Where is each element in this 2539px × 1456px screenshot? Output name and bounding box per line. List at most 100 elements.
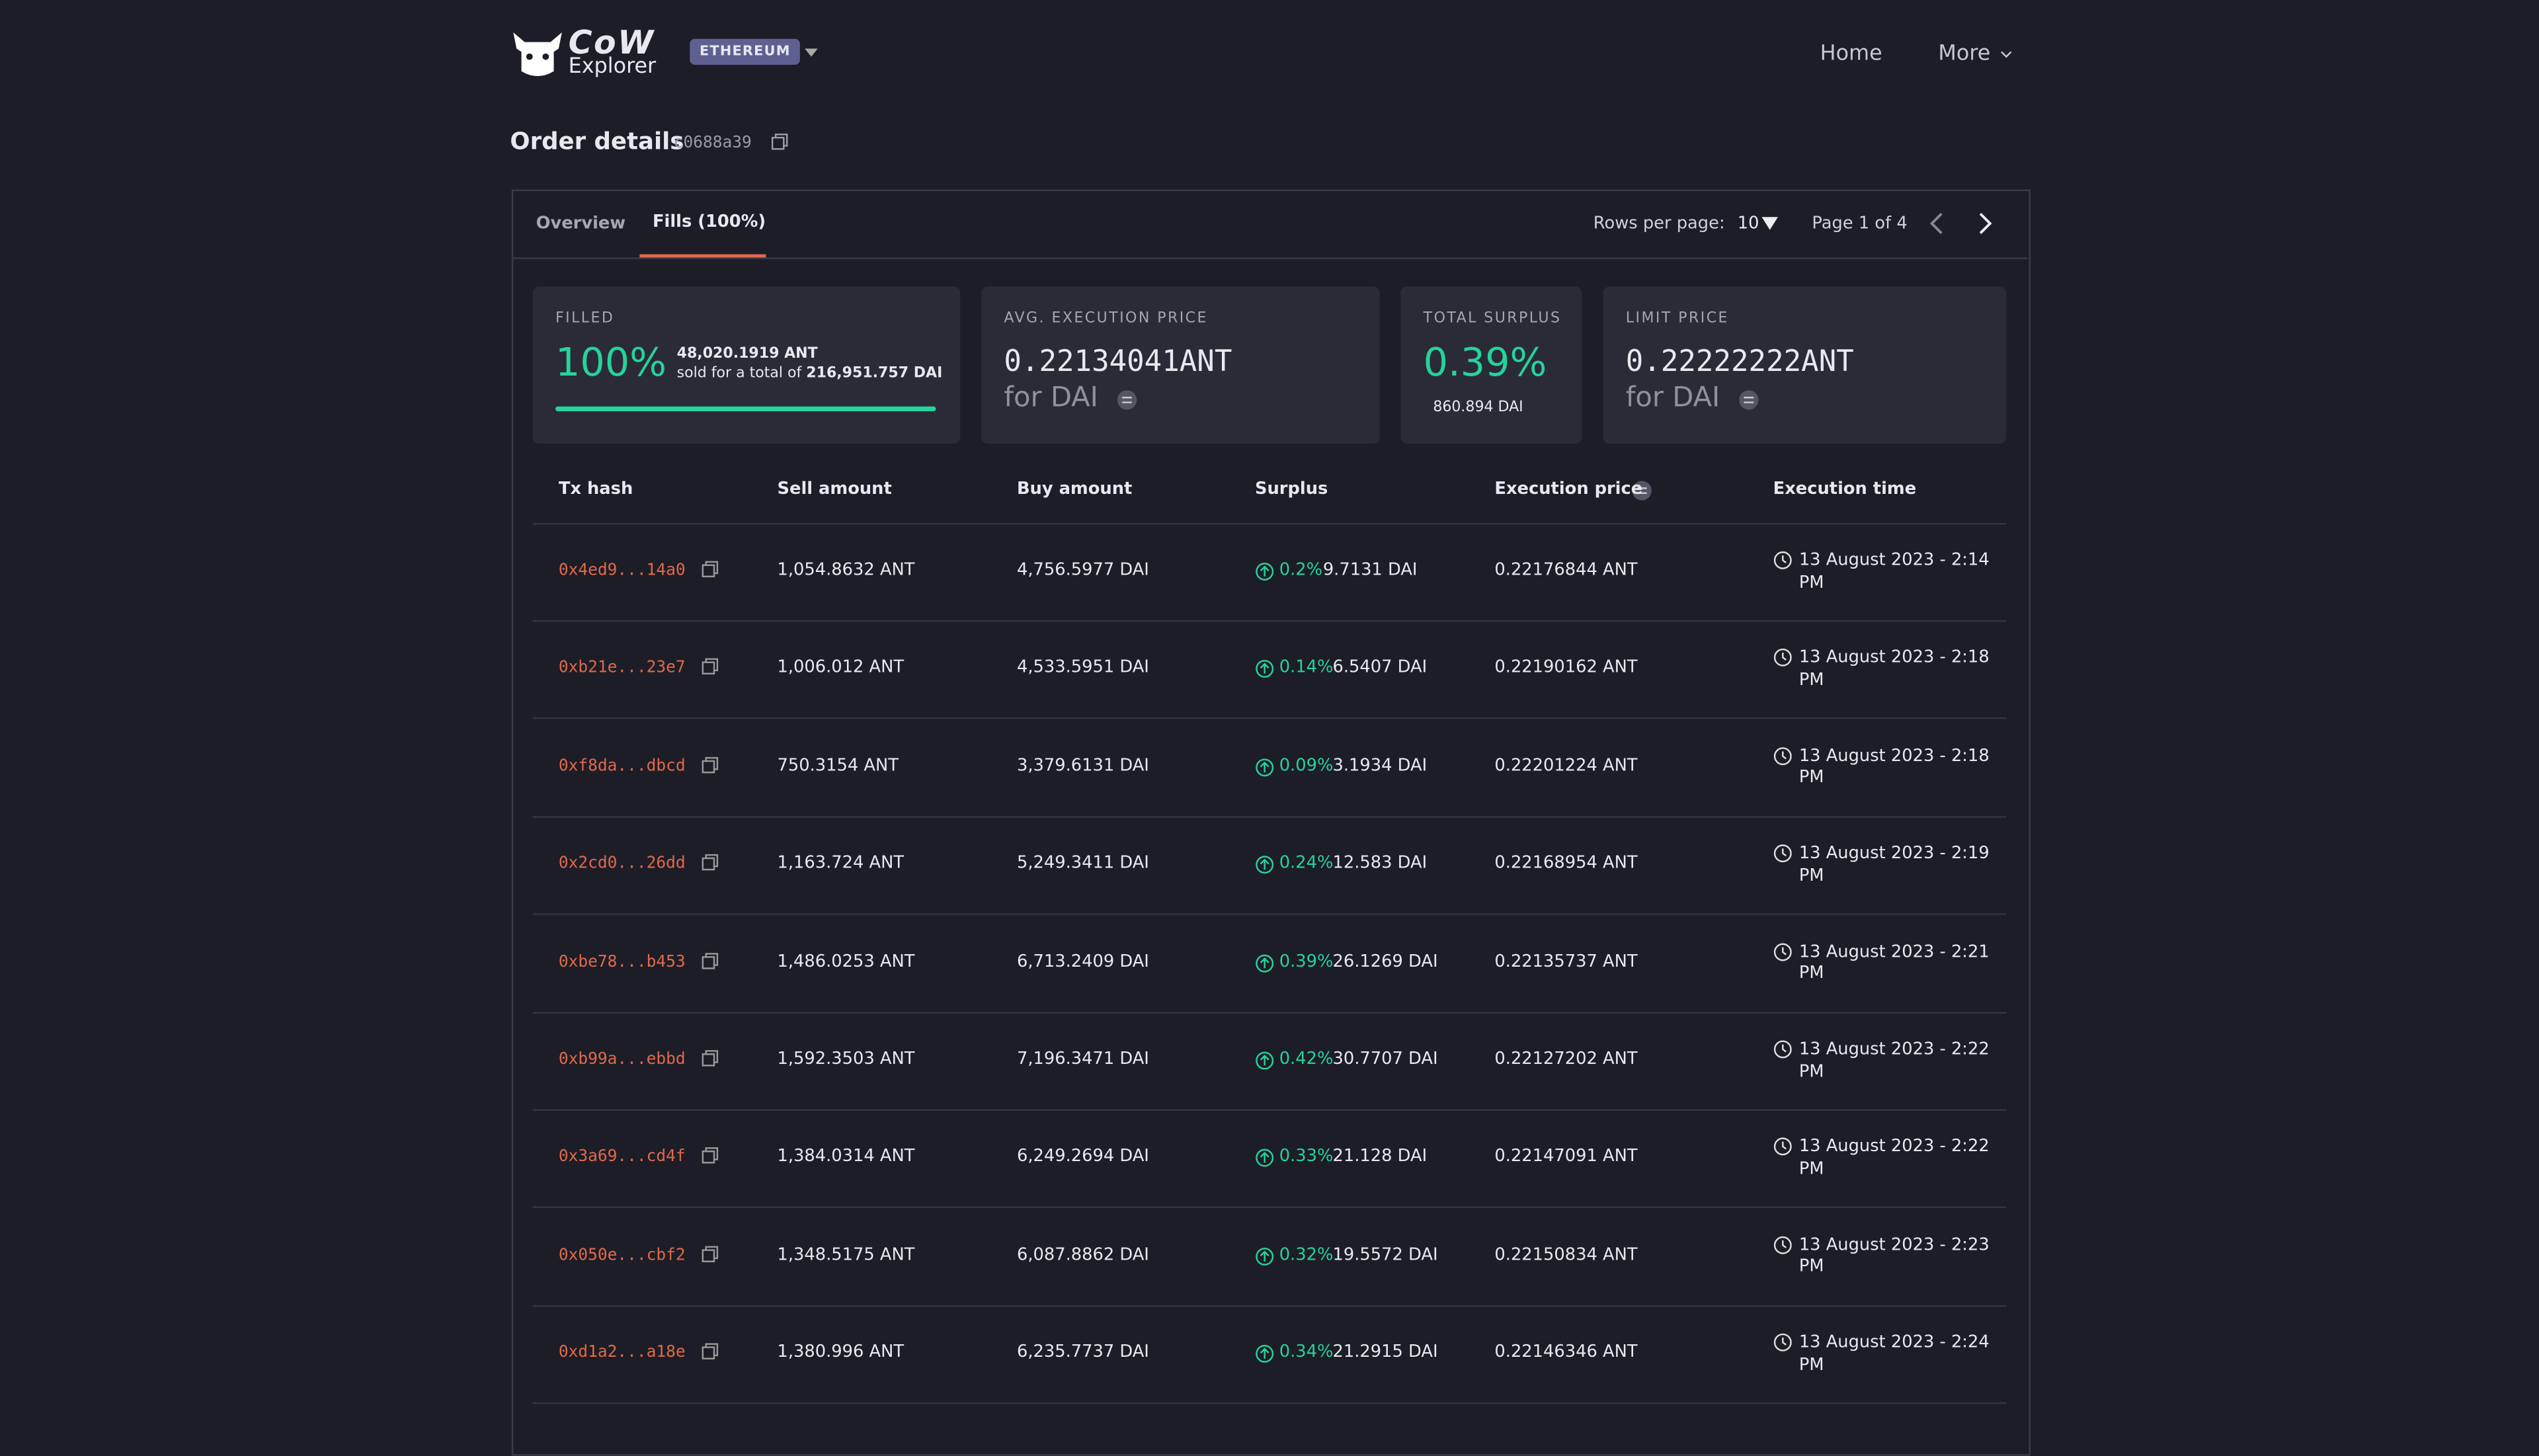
execution-time: 13 August 2023 - 2:14 PM — [1798, 550, 1990, 592]
surplus-percent: 0.34% — [1279, 1342, 1334, 1363]
tx-hash[interactable]: 0xb21e...23e7 — [558, 659, 686, 678]
surplus-card: TOTAL SURPLUS 0.39% 860.894 DAI — [1400, 286, 1582, 444]
surplus-icon — [1256, 1247, 1274, 1266]
buy-amount: 4,756.5977 DAI — [1016, 560, 1149, 580]
surplus-icon — [1256, 1051, 1274, 1070]
tx-hash[interactable]: 0x050e...cbf2 — [558, 1246, 686, 1265]
progress-bar — [555, 406, 936, 412]
tx-hash[interactable]: 0xd1a2...a18e — [558, 1344, 686, 1363]
column-header: Sell amount — [777, 479, 892, 499]
card-label: AVG. EXECUTION PRICE — [1004, 311, 1208, 327]
tx-hash[interactable]: 0x4ed9...14a0 — [558, 561, 686, 580]
clock-icon — [1773, 942, 1792, 961]
execution-price: 0.22201224 ANT — [1494, 756, 1638, 776]
limit-unit: for DAI — [1625, 382, 1720, 415]
sell-amount: 1,384.0314 ANT — [777, 1147, 915, 1167]
nav-link[interactable]: More — [1938, 42, 1991, 67]
buy-amount: 6,235.7737 DAI — [1016, 1342, 1149, 1363]
surplus-amount: 3.1934 DAI — [1332, 756, 1428, 776]
tab-underline — [639, 254, 766, 258]
swap-icon[interactable] — [1632, 481, 1652, 501]
copy-icon[interactable] — [701, 1049, 720, 1069]
execution-time: 13 August 2023 - 2:22 PM — [1798, 1039, 1990, 1081]
limit-price: 0.22222222ANT — [1625, 344, 1854, 380]
copy-icon[interactable] — [701, 951, 720, 971]
tx-hash[interactable]: 0xf8da...dbcd — [558, 757, 686, 776]
copy-icon[interactable] — [701, 756, 720, 775]
logo-text[interactable]: CoW — [568, 22, 655, 62]
copy-icon[interactable] — [701, 1245, 720, 1264]
clock-icon — [1773, 1138, 1792, 1156]
surplus-icon — [1256, 1345, 1274, 1363]
clock-icon — [1773, 747, 1792, 765]
card-label: LIMIT PRICE — [1625, 311, 1729, 327]
tx-hash[interactable]: 0xbe78...b453 — [558, 953, 686, 971]
row-divider — [532, 717, 2007, 720]
row-divider — [532, 620, 2007, 622]
rows-label: Rows per page: — [1593, 214, 1725, 233]
sell-amount: 1,486.0253 ANT — [777, 951, 915, 971]
execution-time: 13 August 2023 - 2:22 PM — [1798, 1137, 1990, 1179]
copy-icon[interactable] — [701, 1343, 720, 1362]
swap-icon[interactable] — [1739, 390, 1759, 410]
row-divider — [532, 1011, 2007, 1014]
tx-hash[interactable]: 0xb99a...ebbd — [558, 1051, 686, 1069]
column-header: Execution time — [1773, 479, 1917, 499]
surplus-amount: 19.5572 DAI — [1332, 1244, 1438, 1265]
row-divider — [532, 1207, 2007, 1209]
sell-amount: 1,380.996 ANT — [777, 1342, 905, 1363]
filled-sold: sold for a total of 216,951.757 DAI — [677, 366, 943, 382]
row-divider — [532, 815, 2007, 818]
limit-price-card: LIMIT PRICE 0.22222222ANT for DAI — [1603, 286, 2007, 444]
execution-price: 0.22146346 ANT — [1494, 1342, 1638, 1363]
tab-active[interactable]: Fills (100%) — [652, 212, 766, 232]
execution-price: 0.22150834 ANT — [1494, 1244, 1638, 1265]
copy-icon[interactable] — [771, 133, 789, 151]
rows-select[interactable]: 10 — [1737, 214, 1759, 233]
nav-link[interactable]: Home — [1820, 42, 1882, 67]
header-divider — [532, 523, 2007, 525]
surplus-icon — [1256, 856, 1274, 874]
sold-total: 216,951.757 DAI — [806, 366, 943, 382]
surplus-amount: 21.2915 DAI — [1332, 1342, 1438, 1363]
column-header: Surplus — [1254, 479, 1328, 499]
dropdown-arrow[interactable] — [805, 48, 818, 58]
buy-amount: 4,533.5951 DAI — [1016, 658, 1149, 678]
tx-hash[interactable]: 0x2cd0...26dd — [558, 855, 686, 873]
copy-icon[interactable] — [701, 854, 720, 873]
page-title: Order details — [510, 129, 684, 156]
buy-amount: 6,249.2694 DAI — [1016, 1147, 1149, 1167]
select-arrow[interactable] — [1761, 217, 1778, 230]
surplus-icon — [1256, 953, 1274, 972]
buy-amount: 3,379.6131 DAI — [1016, 756, 1149, 776]
pager-arrows[interactable] — [1927, 212, 1998, 235]
column-header: Tx hash — [558, 479, 633, 499]
execution-time: 13 August 2023 - 2:18 PM — [1798, 648, 1990, 690]
clock-icon — [1773, 551, 1792, 569]
clock-icon — [1773, 1334, 1792, 1352]
chevron — [2001, 51, 2012, 58]
execution-price: 0.22168954 ANT — [1494, 854, 1638, 873]
swap-icon[interactable] — [1117, 390, 1137, 410]
card-label: TOTAL SURPLUS — [1423, 311, 1562, 327]
copy-icon[interactable] — [701, 658, 720, 677]
sold-text: sold for a total of — [676, 366, 802, 382]
page-info: Page 1 of 4 — [1812, 214, 1908, 233]
tab[interactable]: Overview — [536, 214, 626, 233]
copy-icon[interactable] — [701, 1147, 720, 1166]
network-badge[interactable]: ETHEREUM — [690, 38, 801, 65]
execution-time: 13 August 2023 - 2:18 PM — [1798, 746, 1990, 788]
surplus-icon — [1256, 660, 1274, 678]
surplus-percent: 0.14% — [1279, 658, 1334, 678]
copy-icon[interactable] — [701, 560, 720, 579]
surplus-icon — [1256, 563, 1274, 581]
logo-sub: Explorer — [568, 55, 657, 80]
surplus-percent: 0.2% — [1279, 560, 1323, 580]
execution-price: 0.22135737 ANT — [1494, 951, 1638, 971]
execution-time: 13 August 2023 - 2:19 PM — [1798, 844, 1990, 885]
column-header: Execution price — [1494, 479, 1643, 499]
execution-price: 0.22147091 ANT — [1494, 1147, 1638, 1167]
surplus-amount: 860.894 DAI — [1433, 399, 1523, 417]
tx-hash[interactable]: 0x3a69...cd4f — [558, 1149, 686, 1167]
